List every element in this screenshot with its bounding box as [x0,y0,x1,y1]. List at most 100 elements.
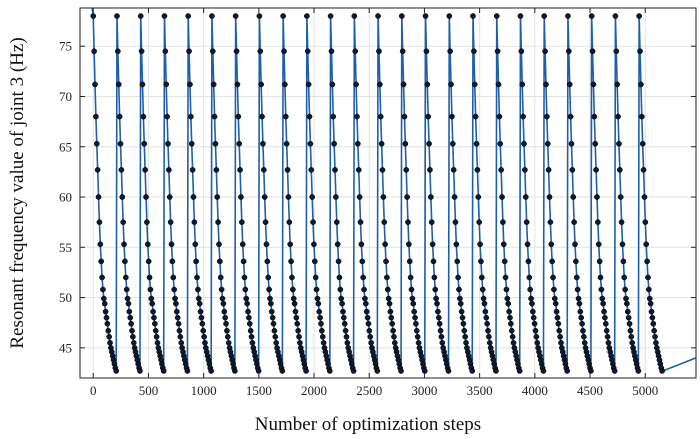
data-point [380,194,387,200]
data-point [578,314,585,321]
data-point [363,308,370,315]
x-tick-label: 4000 [522,383,548,398]
data-point [330,113,337,120]
data-point [601,308,607,315]
data-point [163,81,170,88]
data-point [500,241,507,248]
data-point [399,48,406,55]
data-point [616,167,623,173]
data-point [507,314,513,321]
data-point [449,113,455,120]
data-point [636,13,643,19]
data-point [295,327,301,334]
data-point [268,300,274,307]
data-point [166,167,172,173]
data-point [103,314,110,321]
data-point [99,274,105,281]
data-point [328,48,335,55]
data-point [104,320,111,327]
data-point [580,333,587,340]
data-point [594,194,600,200]
data-point [239,241,246,248]
data-point [474,167,481,173]
data-point [431,274,438,281]
data-point [619,241,626,248]
data-point [458,308,465,315]
data-point [210,81,217,88]
data-point [635,368,642,374]
data-point [564,368,571,374]
data-point [506,308,512,315]
x-tick-label: 2000 [301,383,327,398]
data-point [246,314,252,321]
data-point [595,241,602,248]
data-point [192,241,199,248]
data-point [617,194,624,200]
data-point [524,241,531,248]
y-tick-label: 45 [59,340,72,355]
data-point [354,113,360,120]
data-point [528,295,534,302]
data-point [187,113,194,120]
data-point [356,194,363,200]
data-point [421,368,428,374]
data-point [485,327,491,334]
data-point [292,308,299,315]
data-point [551,295,558,302]
data-point [547,219,554,226]
data-point [309,194,316,200]
data-point [590,81,597,88]
data-point [317,314,323,321]
data-point [242,286,249,293]
data-point [557,333,563,340]
data-point [285,194,292,200]
data-point [602,320,609,327]
data-point [530,314,537,321]
data-point [359,258,366,265]
data-point [534,339,541,346]
data-point [310,219,316,226]
data-point [478,258,484,265]
data-point [117,140,124,147]
data-point [505,300,512,307]
data-point [460,320,467,327]
data-point [224,333,231,340]
data-point [499,194,505,200]
x-tick-label: 3000 [411,383,437,398]
data-point [141,140,148,147]
data-point [520,113,526,120]
data-point [424,81,431,88]
data-point [400,81,407,88]
data-point [565,48,572,55]
data-point [127,314,134,321]
axis-ticks [80,8,696,378]
data-point [291,300,298,307]
data-point [573,274,580,281]
data-point [209,48,216,55]
data-point [166,194,173,200]
data-point [106,333,112,340]
data-point [243,295,250,302]
data-point [247,327,254,334]
data-point [167,219,174,226]
data-point [427,167,433,173]
data-point [439,339,446,346]
data-point [178,339,185,346]
data-point [438,333,445,340]
data-point [358,241,365,248]
data-point [597,274,604,281]
data-point [509,333,516,340]
data-point [304,13,310,19]
data-point [312,274,319,281]
data-point [398,13,405,19]
data-point [410,300,417,307]
data-point [218,286,225,293]
data-point [171,286,178,293]
data-point [620,258,627,265]
data-point [92,81,98,88]
data-point [428,219,435,226]
data-point [152,327,159,334]
data-point [364,314,371,321]
data-point [435,308,441,315]
data-point [591,113,598,120]
